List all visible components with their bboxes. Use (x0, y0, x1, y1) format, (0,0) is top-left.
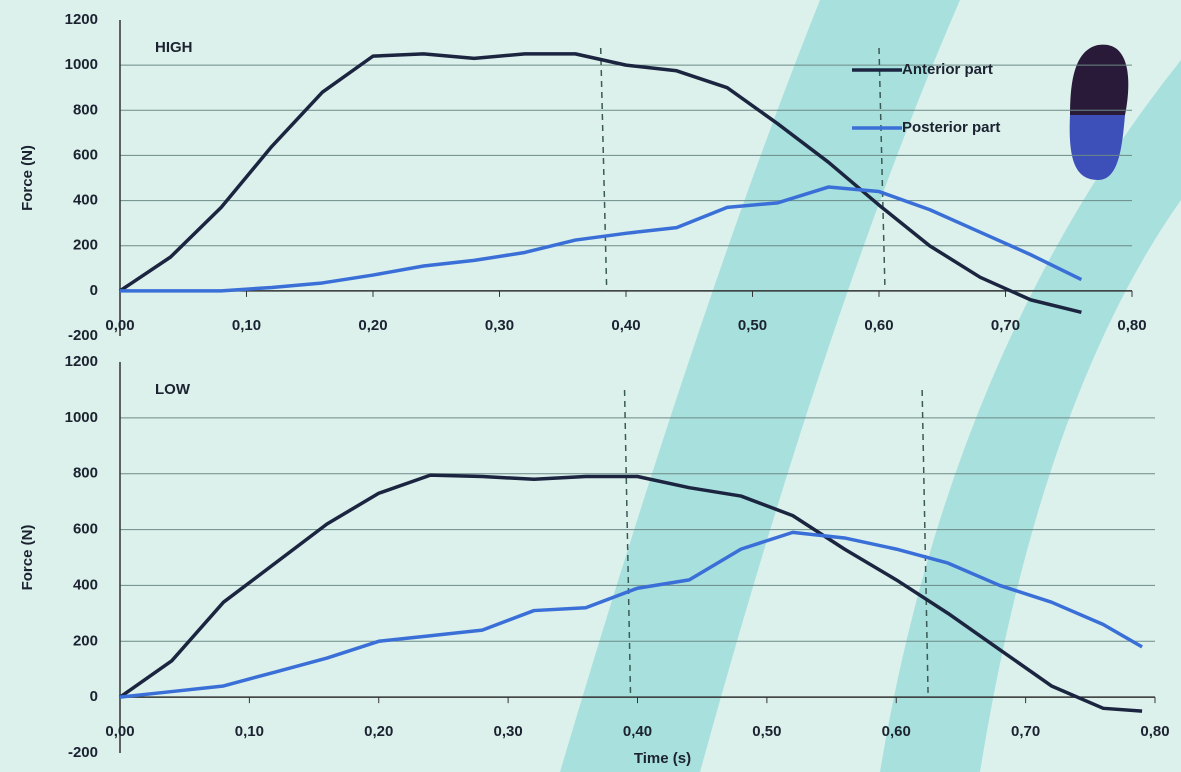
x-tick-label: 0,40 (611, 317, 640, 334)
x-tick-label: 0,20 (358, 317, 387, 334)
y-tick-label: 600 (73, 521, 98, 538)
y-axis-label: Force (N) (19, 525, 36, 591)
x-tick-label: 0,00 (105, 317, 134, 334)
x-tick-label: 0,00 (105, 723, 134, 740)
y-axis-label: Force (N) (19, 145, 36, 211)
y-tick-label: 200 (73, 237, 98, 254)
x-tick-label: 0,50 (752, 723, 781, 740)
x-tick-label: 0,20 (364, 723, 393, 740)
y-tick-label: -200 (68, 744, 98, 761)
x-tick-label: 0,60 (882, 723, 911, 740)
x-tick-label: 0,10 (232, 317, 261, 334)
x-tick-label: 0,30 (485, 317, 514, 334)
x-tick-label: 0,60 (864, 317, 893, 334)
y-tick-label: 1000 (65, 409, 98, 426)
y-tick-label: 800 (73, 465, 98, 482)
y-tick-label: 1200 (65, 11, 98, 28)
y-tick-label: 800 (73, 101, 98, 118)
x-tick-label: 0,80 (1140, 723, 1169, 740)
y-tick-label: 0 (90, 282, 98, 299)
x-tick-label: 0,50 (738, 317, 767, 334)
chart-title: LOW (155, 381, 191, 398)
chart: -200 0 200 400 600 800 1000 1200 0,00 0,10 0,20 0,3… (0, 0, 1181, 772)
x-tick-label: 0,40 (623, 723, 652, 740)
x-axis-label: Time (s) (634, 750, 691, 767)
y-tick-label: 400 (73, 192, 98, 209)
x-tick-label: 0,10 (235, 723, 264, 740)
x-tick-label: 0,70 (991, 317, 1020, 334)
legend-label: Anterior part (902, 61, 993, 78)
page: -200 0 200 400 600 800 1000 1200 0,00 0,10 0,20 0,3… (0, 0, 1181, 772)
x-tick-label: 0,30 (494, 723, 523, 740)
y-tick-label: 400 (73, 576, 98, 593)
y-tick-label: 0 (90, 688, 98, 705)
x-tick-label: 0,80 (1117, 317, 1146, 334)
y-tick-label: 600 (73, 146, 98, 163)
y-tick-label: 1200 (65, 353, 98, 370)
y-tick-label: 200 (73, 632, 98, 649)
chart-title: HIGH (155, 39, 193, 56)
y-tick-label: 1000 (65, 56, 98, 73)
legend-label: Posterior part (902, 119, 1000, 136)
x-tick-label: 0,70 (1011, 723, 1040, 740)
y-tick-label: -200 (68, 327, 98, 344)
